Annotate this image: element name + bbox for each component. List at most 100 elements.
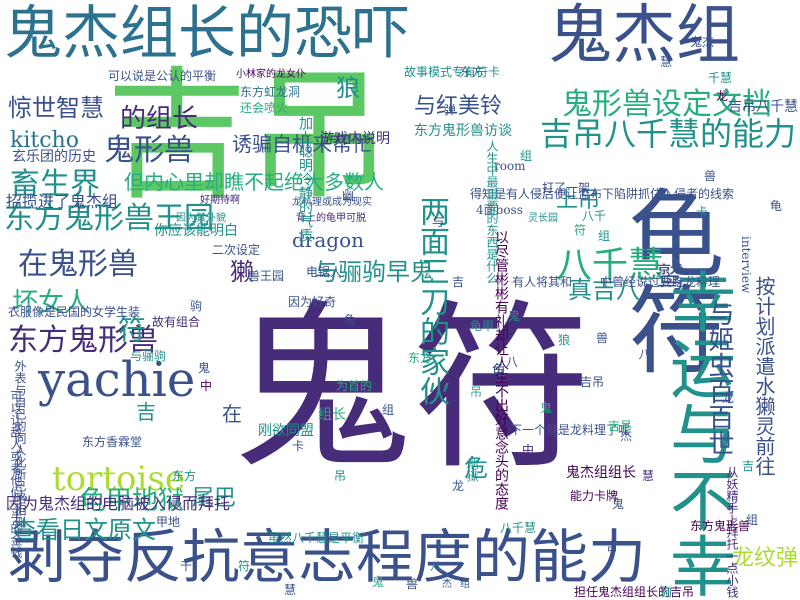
cloud-word: interview — [739, 236, 753, 294]
cloud-word: 东方鬼形兽王园 — [4, 201, 214, 236]
cloud-word: 二次设定 — [212, 243, 261, 257]
cloud-word: 龟 — [770, 199, 783, 213]
cloud-word: 龟甲 — [470, 319, 495, 333]
cloud-word: 游戏内说明 — [320, 131, 390, 147]
cloud-word: 从妖精手上拜托一点小钱 — [725, 466, 739, 598]
cloud-word: 杰 — [442, 579, 452, 590]
cloud-word: 千慧 — [708, 71, 733, 85]
cloud-word: 背上的龟甲可脱 — [296, 213, 366, 224]
cloud-word: 八千慧 — [500, 521, 537, 535]
cloud-word: 龙料理或成为现实 — [292, 197, 372, 208]
cloud-word: 中曾经说过要吃龙料理 — [600, 275, 721, 289]
cloud-word: 兽 — [704, 169, 717, 183]
cloud-word: 能力卡牌 — [570, 489, 619, 503]
cloud-word: 吉 — [742, 459, 755, 473]
cloud-word: 兽王园 — [248, 269, 285, 283]
cloud-word: 得知是有人侵后便让监布下陷阱抓住入侵者的线索 — [470, 187, 735, 201]
cloud-word: 故有组合 — [152, 315, 201, 329]
cloud-word: 因为其外貌 — [176, 213, 226, 224]
cloud-word: 龟甲地狱 — [80, 486, 185, 516]
cloud-word: 龟 — [492, 363, 506, 379]
cloud-word: 符 — [238, 559, 251, 573]
cloud-word: 外表与自己的同人化所已略相似 — [13, 360, 27, 528]
cloud-word: 龙 — [452, 479, 465, 493]
cloud-word: 尾巴 — [192, 486, 237, 511]
cloud-word: 东方 — [408, 351, 433, 365]
cloud-word: 兽 — [596, 331, 609, 345]
cloud-word: 好期待啊 — [200, 195, 240, 206]
cloud-word: 可以让敌人或者他们一半的金钱 — [9, 390, 23, 558]
cloud-word: 龙 — [716, 89, 729, 103]
cloud-word: 东方鬼形兽 — [690, 519, 751, 533]
cloud-word: 可以说是公认的平衡 — [108, 69, 217, 83]
cloud-word: 卡 — [696, 205, 709, 219]
cloud-word: 玄乐团的历史 — [12, 149, 96, 165]
cloud-word: 八千 — [582, 209, 607, 223]
cloud-word: 中 — [522, 443, 535, 457]
cloud-word: 慧 — [642, 469, 655, 483]
cloud-word: 因为鬼杰组的电脑被入侵而拜托 — [6, 494, 231, 513]
cloud-word: 以尽管彬彬有礼却让人生不出好意念头的态度 — [493, 230, 509, 510]
cloud-word: 八 — [506, 355, 519, 369]
cloud-word: 但内心里却瞧不起绝大多数人 — [124, 170, 384, 194]
cloud-word: 的组长 — [120, 104, 199, 134]
cloud-word: 吉吊 — [106, 54, 390, 219]
cloud-word: 打了一架 — [542, 181, 591, 195]
cloud-word: 真吉八 — [568, 276, 640, 304]
cloud-word: 吉吊 — [580, 375, 605, 389]
cloud-word: 两面三刀的家伙 — [414, 196, 449, 406]
cloud-word: 故事模式专有符卡 — [404, 65, 501, 79]
cloud-word: 组 — [460, 579, 470, 590]
cloud-word: 龙 — [722, 391, 735, 405]
cloud-word: yachie — [38, 352, 196, 408]
cloud-word: 鬼杰组组长 — [566, 465, 636, 481]
cloud-word: 鬼 — [508, 309, 521, 323]
cloud-word: 杰 — [620, 429, 633, 443]
cloud-word: 八 — [430, 559, 443, 573]
cloud-word: 惊世智慧 — [8, 94, 104, 122]
cloud-word: 鬼杰 — [690, 35, 715, 49]
cloud-word: 组 — [520, 149, 533, 163]
cloud-word: 剥夺反抗意志程度的能力 — [8, 523, 647, 591]
cloud-word: 吊 — [470, 385, 483, 399]
cloud-word: 中 — [200, 379, 213, 393]
cloud-word: 担任鬼杰组组长的吉吊 — [574, 585, 695, 599]
cloud-word: 与 — [432, 215, 445, 229]
cloud-word: 东方 — [172, 469, 197, 483]
cloud-word: 畜生界 — [10, 167, 100, 202]
cloud-word: 东方 — [460, 65, 485, 79]
cloud-word: 驹 — [190, 299, 203, 313]
cloud-word: 吉 — [452, 275, 465, 289]
cloud-word: 与骊驹早鬼 — [314, 258, 434, 286]
cloud-word: 獭 — [230, 258, 254, 286]
cloud-word: 弹 — [444, 103, 457, 117]
cloud-word: 组 — [746, 513, 759, 527]
cloud-word: 鬼 — [198, 361, 211, 375]
cloud-word: 与红美铃 — [414, 94, 503, 119]
cloud-word: 与姬虫百百世 — [704, 300, 734, 456]
cloud-word: 坏女人 — [12, 288, 91, 318]
cloud-word: 鹫 — [656, 261, 685, 294]
cloud-word: 查看日文原文 — [12, 516, 156, 544]
cloud-word: 卡 — [292, 439, 305, 453]
cloud-word: 吉 — [136, 400, 156, 424]
cloud-word: 慧 — [284, 583, 297, 597]
cloud-word: 鬼 — [612, 497, 625, 511]
cloud-word: 你应该能明白 — [154, 223, 238, 239]
cloud-word: 鬼杰组 — [548, 0, 740, 73]
cloud-word: 刚欲同盟 — [258, 423, 314, 439]
cloud-word: 幸运与不幸 — [659, 268, 736, 598]
cloud-word: 吉 — [606, 539, 619, 553]
cloud-word: 龟符 — [612, 184, 724, 376]
cloud-word: room — [494, 159, 526, 173]
cloud-word: 因为好奇 — [288, 295, 337, 309]
cloud-word: 鬼符 — [232, 285, 593, 494]
cloud-word: 与骊驹 — [130, 349, 167, 363]
cloud-word: 组 — [598, 229, 611, 243]
cloud-word: 东方鬼形兽 — [8, 323, 158, 358]
cloud-word: 下一个就是龙料理了呢 — [510, 423, 631, 437]
cloud-word: 千 — [180, 559, 193, 573]
cloud-word: 兽 — [406, 577, 419, 591]
cloud-word: 吉吊八千慧的能力 — [540, 115, 797, 153]
cloud-word: 虽然八千慧是平衡 — [268, 531, 365, 545]
